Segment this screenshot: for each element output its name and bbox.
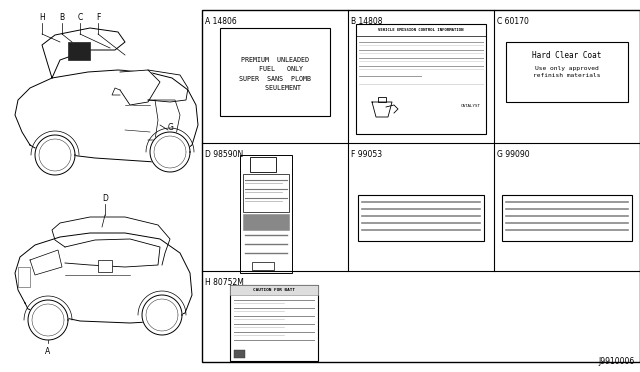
Text: Use only approved
refinish materials: Use only approved refinish materials [533,66,601,78]
Bar [202,10,640,362]
Bar [243,214,289,230]
Text: A 14806: A 14806 [205,17,237,26]
Polygon shape [120,70,160,105]
Text: B: B [60,13,65,22]
Bar [98,260,112,272]
Text: D: D [102,194,108,203]
Bar [250,157,276,172]
Text: G: G [168,124,174,132]
Text: CATALYST: CATALYST [461,104,481,108]
Bar [358,195,484,241]
Text: F: F [96,13,100,22]
Bar [243,174,289,212]
Bar [68,42,90,60]
Bar [230,285,318,295]
Polygon shape [65,239,160,267]
Text: C 60170: C 60170 [497,17,529,26]
Text: H: H [39,13,45,22]
Text: C: C [77,13,83,22]
Bar [502,195,632,241]
Text: VEHICLE EMISSION CONTROL INFORMATION: VEHICLE EMISSION CONTROL INFORMATION [378,28,464,32]
Text: PREMIUM  UNLEADED
   FUEL   ONLY
SUPER  SANS  PLOMB
    SEULEMENT: PREMIUM UNLEADED FUEL ONLY SUPER SANS PL… [239,57,311,91]
Polygon shape [30,250,62,275]
Polygon shape [150,132,190,172]
Text: A: A [45,347,51,356]
Bar [252,262,274,270]
Polygon shape [372,102,392,117]
Text: G 99090: G 99090 [497,150,530,159]
Text: CAUTION FOR BATT: CAUTION FOR BATT [253,288,295,292]
Polygon shape [35,135,75,175]
Text: B 14808: B 14808 [351,17,383,26]
Bar [234,350,245,358]
Bar [220,28,330,116]
Polygon shape [15,233,192,323]
Bar [356,24,486,134]
Polygon shape [28,300,68,340]
Bar [506,42,628,102]
Text: H 80752M: H 80752M [205,278,244,287]
Polygon shape [15,70,198,162]
Text: D 98590N: D 98590N [205,150,243,159]
Polygon shape [42,28,125,78]
Bar [230,285,318,361]
Bar [18,267,30,287]
Polygon shape [142,295,182,335]
Bar [240,155,292,273]
Text: F 99053: F 99053 [351,150,382,159]
Text: Hard Clear Coat: Hard Clear Coat [532,51,602,61]
Bar [378,97,386,102]
Text: J9910006: J9910006 [599,357,635,366]
